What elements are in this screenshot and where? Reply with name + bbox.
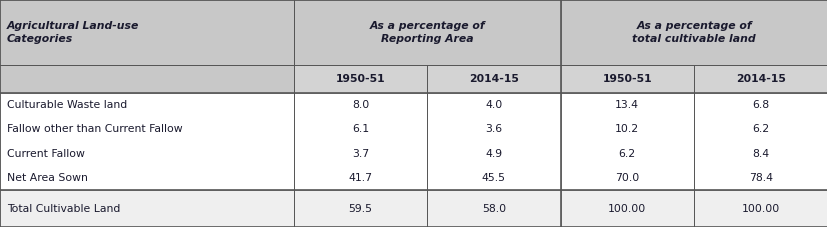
Text: 3.6: 3.6	[485, 124, 502, 134]
Bar	[693, 65, 827, 93]
Bar	[427, 65, 560, 93]
Text: Current Fallow: Current Fallow	[7, 149, 84, 159]
Bar	[0, 65, 294, 93]
Bar	[294, 93, 427, 190]
Text: Fallow other than Current Fallow: Fallow other than Current Fallow	[7, 124, 182, 134]
Text: 2014-15: 2014-15	[735, 74, 785, 84]
Text: 6.8: 6.8	[752, 100, 768, 110]
Bar	[560, 190, 693, 227]
Text: 13.4: 13.4	[614, 100, 638, 110]
Text: 1950-51: 1950-51	[602, 74, 651, 84]
Text: 45.5: 45.5	[481, 173, 505, 183]
Text: 58.0: 58.0	[481, 203, 505, 214]
Bar	[294, 65, 427, 93]
Bar	[294, 190, 427, 227]
Text: 70.0: 70.0	[614, 173, 638, 183]
Bar	[427, 93, 560, 190]
Text: 41.7: 41.7	[348, 173, 372, 183]
Bar	[294, 0, 560, 65]
Bar	[0, 93, 294, 190]
Text: As a percentage of
total cultivable land: As a percentage of total cultivable land	[632, 21, 755, 44]
Bar	[0, 190, 294, 227]
Text: 8.0: 8.0	[351, 100, 369, 110]
Text: 2014-15: 2014-15	[468, 74, 519, 84]
Bar	[560, 65, 693, 93]
Bar	[693, 190, 827, 227]
Text: 3.7: 3.7	[351, 149, 369, 159]
Text: 10.2: 10.2	[614, 124, 638, 134]
Bar	[0, 0, 294, 65]
Text: Net Area Sown: Net Area Sown	[7, 173, 88, 183]
Text: Culturable Waste land: Culturable Waste land	[7, 100, 127, 110]
Bar	[427, 190, 560, 227]
Bar	[693, 93, 827, 190]
Bar	[560, 93, 693, 190]
Text: As a percentage of
Reporting Area: As a percentage of Reporting Area	[369, 21, 485, 44]
Text: 78.4: 78.4	[748, 173, 772, 183]
Bar	[560, 0, 827, 65]
Text: 6.1: 6.1	[351, 124, 369, 134]
Text: 8.4: 8.4	[752, 149, 768, 159]
Text: 4.0: 4.0	[485, 100, 502, 110]
Text: 59.5: 59.5	[348, 203, 372, 214]
Text: Agricultural Land-use
Categories: Agricultural Land-use Categories	[7, 21, 139, 44]
Text: 6.2: 6.2	[618, 149, 635, 159]
Text: 4.9: 4.9	[485, 149, 502, 159]
Text: 100.00: 100.00	[741, 203, 779, 214]
Text: 100.00: 100.00	[607, 203, 646, 214]
Text: 6.2: 6.2	[752, 124, 768, 134]
Text: Total Cultivable Land: Total Cultivable Land	[7, 203, 120, 214]
Text: 1950-51: 1950-51	[336, 74, 385, 84]
